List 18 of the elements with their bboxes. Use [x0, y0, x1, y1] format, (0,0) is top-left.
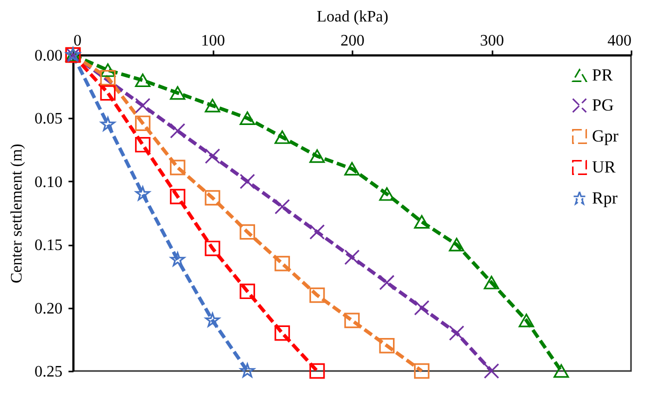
y-tick-label: 0.00	[34, 48, 62, 64]
y-tick-label: 0.15	[34, 237, 62, 254]
y-tick-label: 0.05	[34, 110, 62, 128]
y-tick-label: 0.20	[34, 300, 62, 318]
legend-label: Gpr	[592, 126, 619, 146]
x-tick-label: 200	[340, 32, 364, 50]
x-tick-label: 0	[74, 32, 82, 50]
legend-label: Rpr	[592, 188, 618, 208]
x-axis-title: Load (kPa)	[316, 8, 388, 26]
legend-label: PG	[592, 96, 614, 114]
legend-label: UR	[592, 158, 616, 176]
y-axis-title: Center settlement (m)	[8, 144, 26, 284]
legend-label: PR	[592, 66, 614, 84]
x-tick-label: 100	[201, 32, 225, 50]
x-tick-label: 300	[480, 32, 504, 50]
x-tick-label: 400	[608, 32, 632, 50]
y-tick-label: 0.10	[34, 174, 62, 191]
y-tick-label: 0.25	[34, 364, 62, 380]
